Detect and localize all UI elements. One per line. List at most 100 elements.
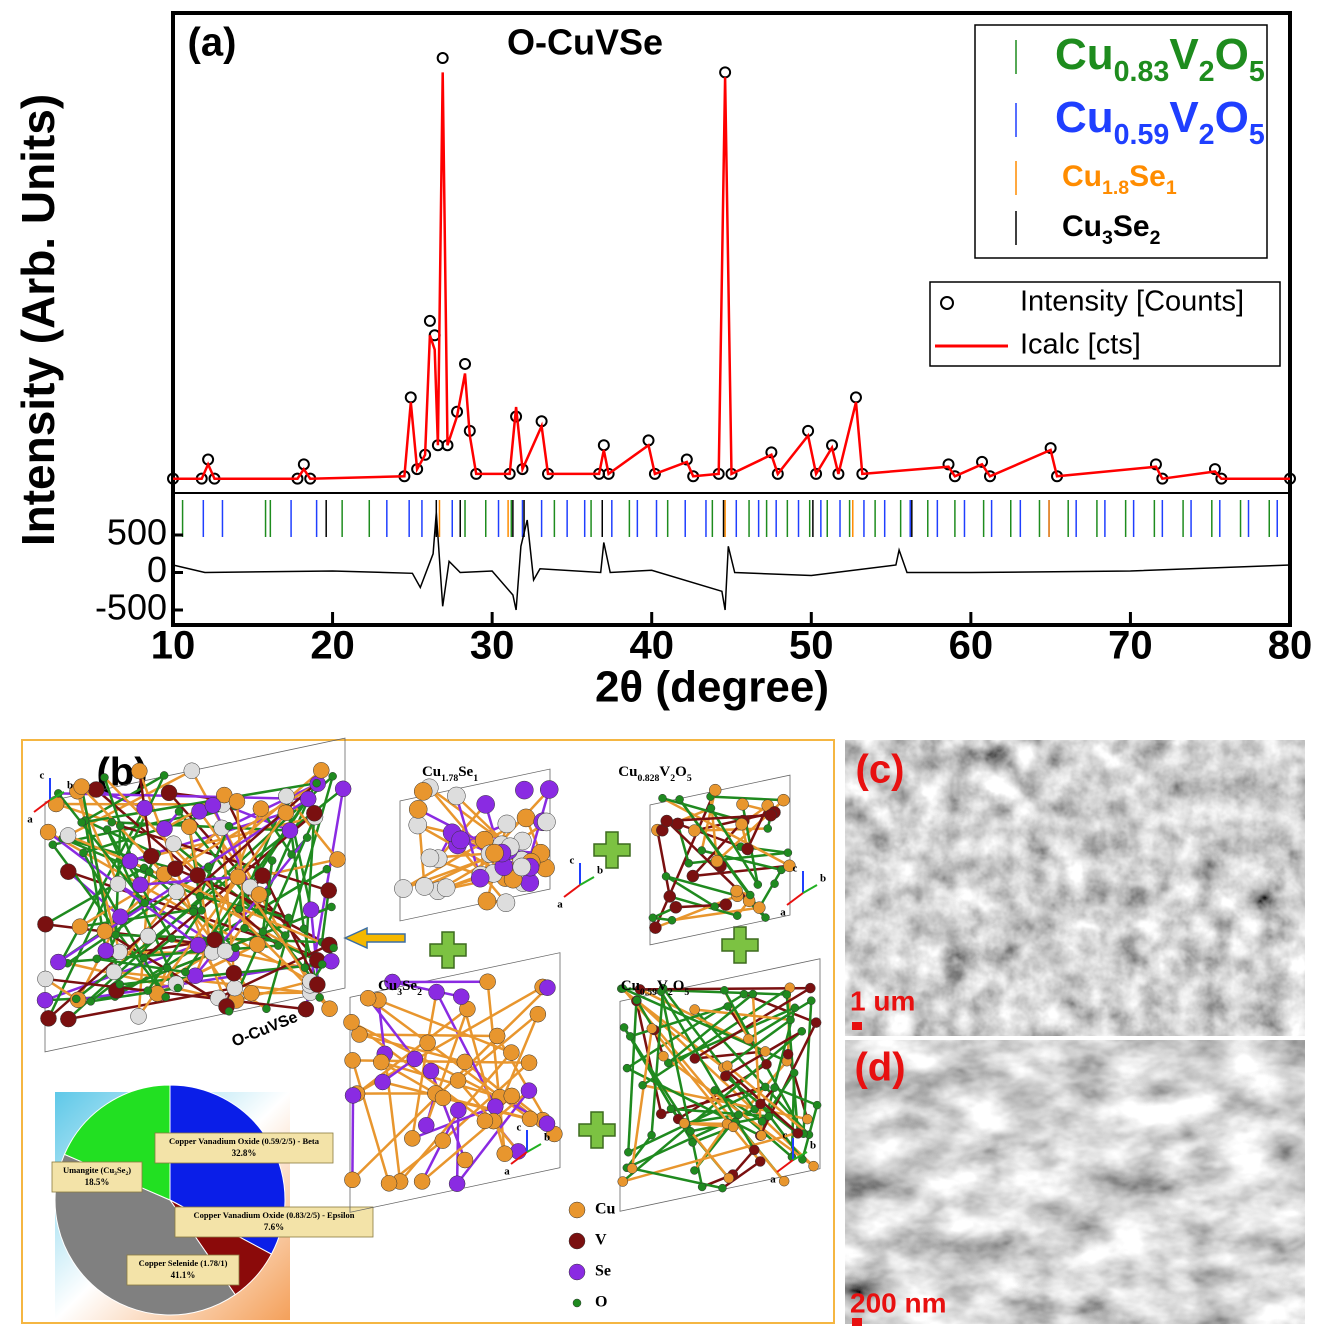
atom [761, 913, 770, 922]
atom [413, 1173, 431, 1190]
sem-image [845, 740, 1305, 1036]
atom [515, 780, 534, 800]
atom [807, 996, 816, 1005]
axis-label: b [820, 873, 826, 885]
atom [317, 960, 327, 969]
atom [761, 1082, 770, 1092]
atom [520, 1082, 538, 1099]
bond [303, 813, 316, 968]
atom-legend-label: Se [595, 1263, 611, 1280]
atom [48, 840, 58, 849]
axis-arrow [786, 892, 804, 906]
atom [730, 884, 743, 898]
series-legend-box [929, 281, 1281, 367]
bond [678, 798, 752, 896]
x-tick-label: 60 [949, 624, 994, 668]
scale-bar [852, 1318, 862, 1326]
atom [764, 808, 778, 822]
bond [421, 1089, 530, 1183]
atom [529, 1005, 547, 1023]
bond [621, 1030, 803, 1183]
atom [394, 879, 413, 898]
atom [450, 1101, 467, 1119]
bond [140, 875, 238, 887]
bond [677, 822, 742, 848]
legend-label: Icalc [cts] [1020, 329, 1141, 361]
atom [456, 1053, 474, 1071]
atom [116, 821, 125, 831]
atom [136, 799, 153, 817]
axis-arrow [792, 1151, 808, 1161]
atom [649, 921, 662, 934]
atom [224, 821, 234, 831]
bond [676, 823, 690, 864]
atom [181, 818, 198, 835]
pie-label-box [51, 1161, 143, 1193]
atom [321, 1000, 338, 1017]
atom [50, 953, 67, 971]
atom [309, 976, 326, 993]
atom [297, 1000, 315, 1018]
atom [131, 762, 148, 780]
arrow [343, 926, 406, 950]
atom [243, 985, 260, 1002]
atom [109, 875, 127, 893]
atom [60, 1010, 77, 1028]
bond [82, 852, 167, 998]
atom-legend-marker [568, 1232, 586, 1250]
atom [660, 814, 673, 828]
atom [778, 1175, 790, 1187]
x-tick-label: 10 [151, 624, 196, 668]
scale-bar-label: 200 nm [850, 1287, 947, 1318]
atom [656, 1108, 667, 1120]
data-point [719, 66, 732, 79]
y-tick-label: 500 [107, 512, 167, 553]
atom [810, 1017, 822, 1028]
bond [665, 875, 738, 898]
atom [413, 782, 433, 801]
plus-signs [429, 831, 759, 1149]
atom [112, 908, 129, 925]
atom [87, 781, 105, 798]
axis-label: c [570, 855, 575, 867]
atom [667, 916, 677, 925]
atom [790, 1003, 800, 1013]
atom [373, 1053, 390, 1071]
atom [359, 989, 377, 1007]
atom [476, 1112, 494, 1130]
atom [322, 864, 332, 874]
bond [425, 1008, 469, 1126]
atom [622, 1063, 632, 1073]
atom [187, 967, 204, 984]
atom [783, 859, 796, 873]
atom [503, 1087, 520, 1105]
data-point [984, 470, 997, 483]
atom [690, 1166, 699, 1175]
atom [254, 867, 271, 884]
bond [622, 987, 788, 1063]
axis-arrow [510, 1151, 528, 1165]
data-point [404, 391, 417, 404]
atom [710, 902, 719, 911]
bond [691, 820, 745, 877]
atom [764, 1112, 774, 1121]
atom [760, 1046, 771, 1057]
atom [647, 1130, 656, 1140]
atom [697, 846, 706, 855]
bond [627, 1085, 766, 1154]
pie-value-label: 41.1% [171, 1270, 196, 1280]
atom [111, 930, 120, 940]
bond [665, 875, 716, 908]
atom [434, 1089, 452, 1107]
crystal-structures [36, 737, 822, 1213]
atom [71, 994, 81, 1004]
atom [139, 953, 149, 963]
atom [428, 983, 445, 1001]
bond [227, 816, 317, 1012]
bond [382, 1080, 531, 1121]
scale-bar [852, 1022, 862, 1030]
atom [476, 795, 495, 814]
panel-label: (a) [188, 21, 237, 65]
atom [617, 1176, 629, 1187]
atom [756, 1130, 767, 1141]
